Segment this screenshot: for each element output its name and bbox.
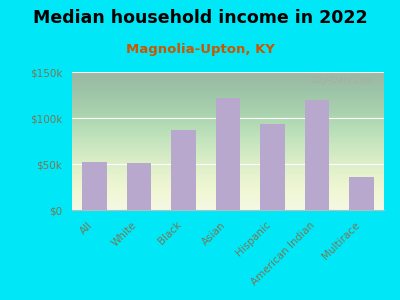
Bar — [171, 130, 196, 210]
Bar — [260, 124, 285, 210]
Bar — [216, 98, 240, 210]
Bar — [82, 162, 106, 210]
Bar — [305, 100, 330, 210]
Text: City-Data.com: City-Data.com — [311, 76, 375, 85]
Text: Magnolia-Upton, KY: Magnolia-Upton, KY — [126, 44, 274, 56]
Bar — [350, 177, 374, 210]
Bar — [126, 163, 151, 210]
Text: Median household income in 2022: Median household income in 2022 — [33, 9, 367, 27]
